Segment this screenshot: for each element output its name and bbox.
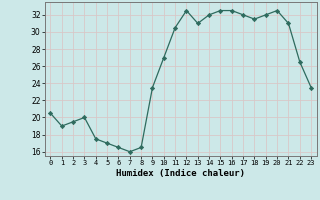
X-axis label: Humidex (Indice chaleur): Humidex (Indice chaleur)	[116, 169, 245, 178]
